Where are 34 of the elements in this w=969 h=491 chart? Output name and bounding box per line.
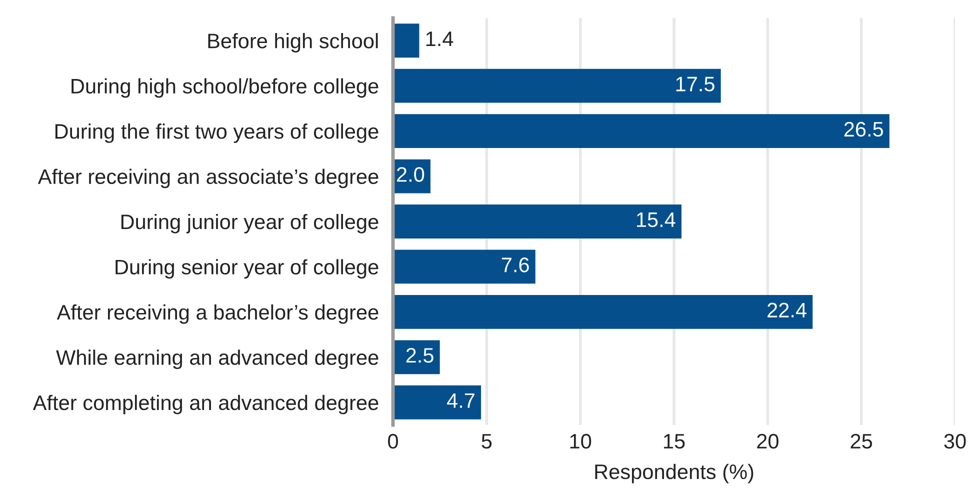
x-tick-label: 25 <box>850 434 872 449</box>
y-tick-label: Before high school <box>208 33 378 52</box>
x-tick-label: 5 <box>482 434 492 449</box>
data-label: 7.6 <box>502 258 529 272</box>
bar <box>393 204 682 238</box>
y-tick-label: During high school/before college <box>72 78 378 98</box>
y-tick-label: After completing an advanced degree <box>32 394 378 414</box>
x-tick-label: 10 <box>570 434 592 449</box>
x-axis-title: Respondents (%) <box>595 464 754 484</box>
data-label: 2.5 <box>406 348 434 363</box>
bar <box>393 24 420 58</box>
bar <box>393 294 813 329</box>
bar <box>393 250 536 284</box>
bar <box>393 114 890 148</box>
data-label: 2.0 <box>397 167 424 182</box>
bar <box>393 385 482 420</box>
x-tick-label: 0 <box>388 434 398 449</box>
data-label: 15.4 <box>636 212 676 228</box>
data-label: 1.4 <box>426 32 454 46</box>
bar <box>393 68 721 103</box>
y-tick-label: During junior year of college <box>121 214 378 234</box>
y-tick-label: During the first two years of college <box>55 124 378 143</box>
data-label: 26.5 <box>844 122 884 137</box>
y-tick-label: After receiving a bachelor’s degree <box>56 304 378 324</box>
data-label: 17.5 <box>676 76 714 92</box>
y-tick-label: After receiving an associate’s degree <box>38 168 378 188</box>
y-tick-label: While earning an advanced degree <box>56 350 378 370</box>
data-label: 4.7 <box>447 393 474 408</box>
x-tick-label: 20 <box>757 434 778 449</box>
bar <box>393 340 440 374</box>
x-tick-label: 30 <box>944 434 966 449</box>
y-tick-label: During senior year of college <box>116 259 378 279</box>
x-tick-label: 15 <box>664 434 685 449</box>
data-label: 22.4 <box>768 302 806 318</box>
